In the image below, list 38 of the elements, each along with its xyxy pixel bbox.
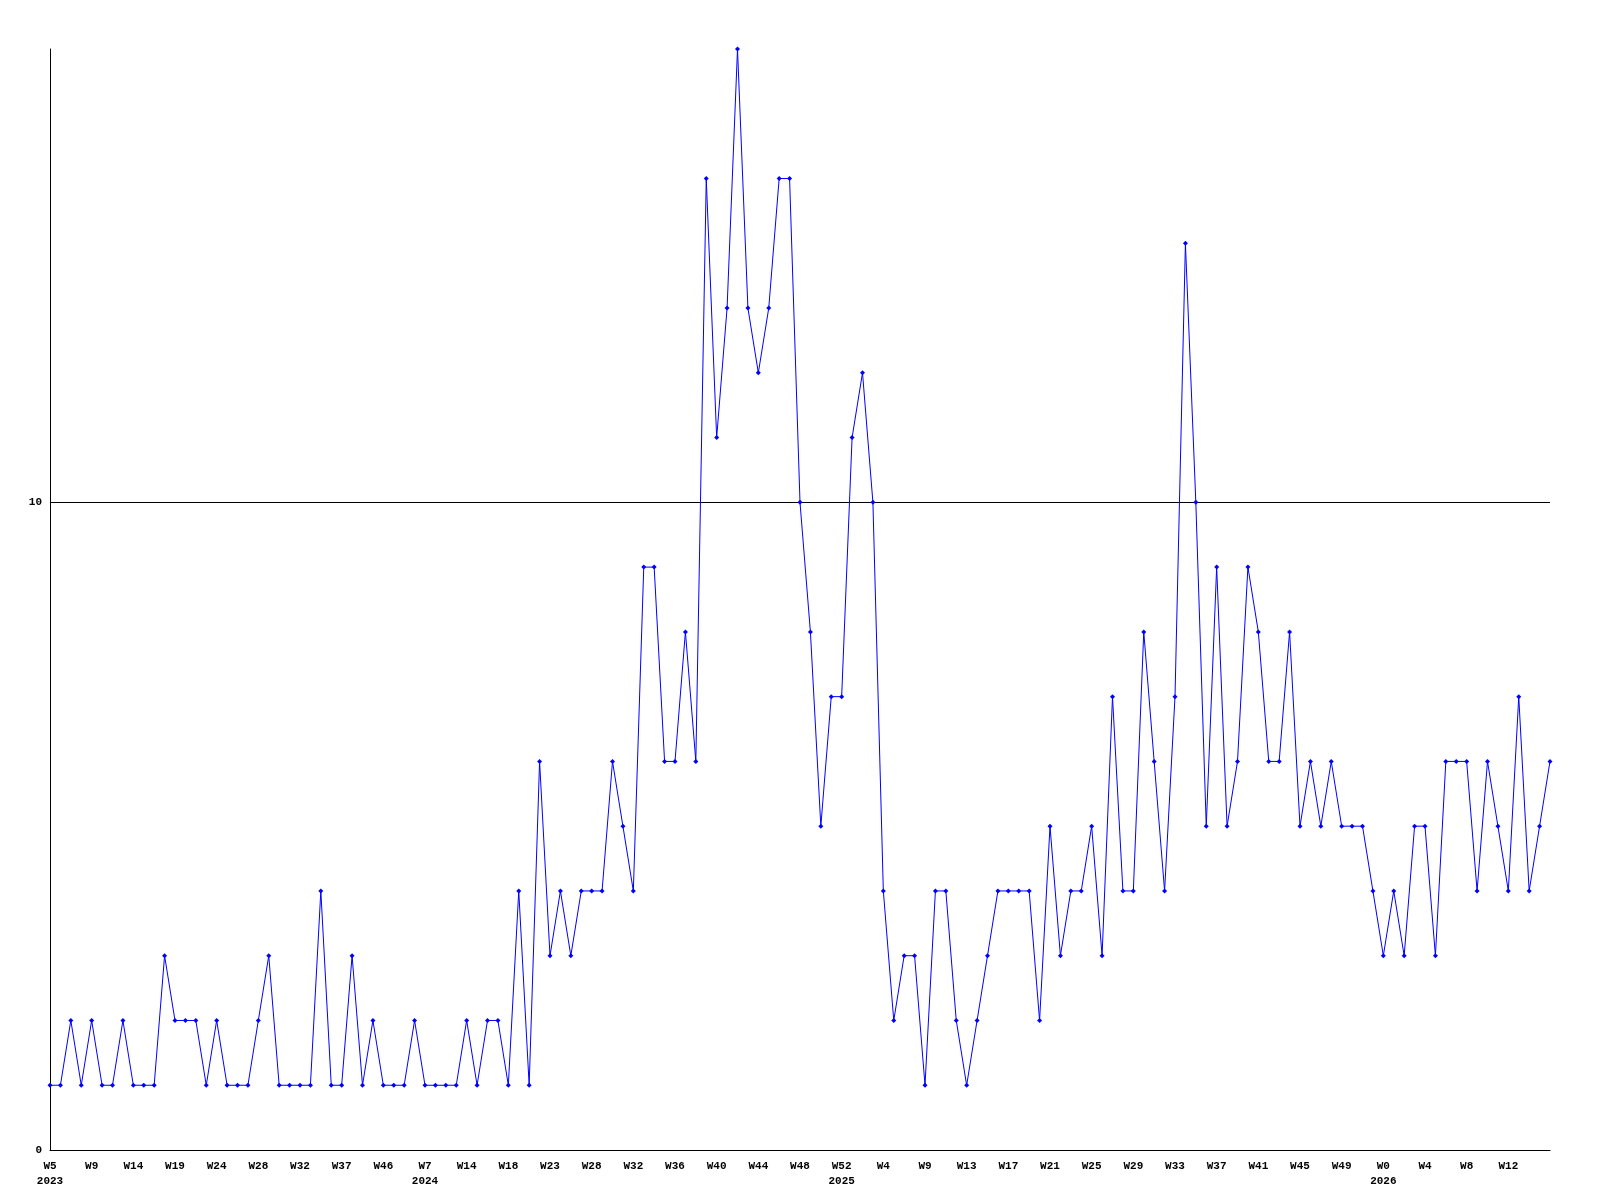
- x-tick-label: W14: [456, 1159, 477, 1172]
- x-tick-label: W28: [248, 1159, 269, 1172]
- x-tick-label: W7 2024: [411, 1159, 439, 1187]
- x-tick-label: W33: [1165, 1159, 1186, 1172]
- x-tick-label: W0 2026: [1370, 1159, 1397, 1187]
- x-tick-label: W14: [123, 1159, 144, 1172]
- y-tick-label: 10: [28, 496, 42, 509]
- x-tick-label: W23: [540, 1159, 561, 1172]
- x-tick-label: W12: [1498, 1159, 1519, 1172]
- x-tick-label: W25: [1081, 1159, 1102, 1172]
- x-tick-label: W29: [1123, 1159, 1144, 1172]
- x-tick-label: W5 2023: [36, 1159, 64, 1187]
- x-tick-label: W4: [876, 1159, 891, 1172]
- x-tick-label: W45: [1290, 1159, 1311, 1172]
- x-tick-label: W36: [665, 1159, 685, 1172]
- x-tick-label: W18: [498, 1159, 519, 1172]
- x-tick-label: W41: [1248, 1159, 1269, 1172]
- x-tick-label: W48: [790, 1159, 811, 1172]
- x-tick-label: W46: [373, 1159, 394, 1172]
- x-tick-label: W4: [1418, 1159, 1432, 1172]
- x-tick-label: W28: [581, 1159, 602, 1172]
- x-tick-label: W8: [1460, 1159, 1474, 1172]
- x-tick-label: W32: [290, 1159, 310, 1172]
- x-tick-label: W44: [748, 1159, 769, 1172]
- y-tick-label: 0: [35, 1144, 42, 1156]
- x-tick-label: W19: [165, 1159, 185, 1172]
- x-tick-label: W37: [1206, 1159, 1227, 1172]
- x-tick-label: W9: [85, 1159, 99, 1172]
- x-tick-label: W13: [956, 1159, 977, 1172]
- x-tick-label: W24: [206, 1159, 227, 1172]
- x-tick-label: W37: [331, 1159, 352, 1172]
- x-tick-label: W52 2025: [828, 1159, 856, 1187]
- x-tick-label: W9: [918, 1159, 932, 1172]
- x-tick-label: W49: [1331, 1159, 1352, 1172]
- x-tick-label: W17: [998, 1159, 1019, 1172]
- x-tick-label: W21: [1040, 1159, 1061, 1172]
- x-tick-label: W40: [706, 1159, 727, 1172]
- x-tick-label: W32: [623, 1159, 644, 1172]
